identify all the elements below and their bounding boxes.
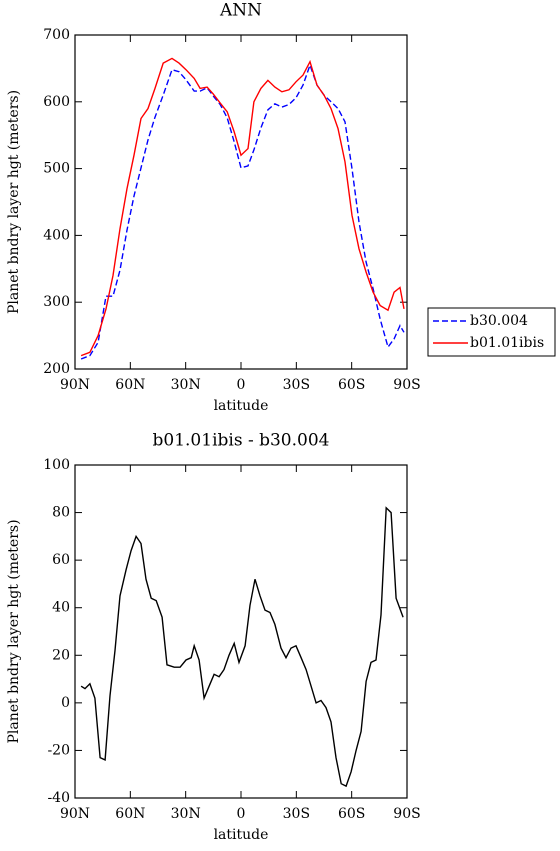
y-axis-label: Planet bndry layer hgt (meters) <box>6 519 22 743</box>
x-tick-label: 60S <box>338 377 365 393</box>
plot-frame <box>74 464 408 799</box>
x-tick-label: 90N <box>60 806 90 822</box>
y-tick-label: 600 <box>43 94 70 110</box>
y-tick-label: 400 <box>43 227 70 243</box>
x-tick-label: 30N <box>171 377 201 393</box>
plot-frame <box>74 34 408 370</box>
x-tick-label: 90S <box>393 806 420 822</box>
x-tick-label: 90N <box>60 377 90 393</box>
x-tick-label: 0 <box>237 377 246 393</box>
data-line <box>80 57 405 357</box>
y-tick-label: 700 <box>43 27 70 43</box>
chart-title: ANN <box>219 1 262 21</box>
x-axis-label: latitude <box>214 827 269 843</box>
x-tick-label: 0 <box>237 806 246 822</box>
x-axis-label: latitude <box>214 398 269 414</box>
y-tick-label: 500 <box>43 161 70 177</box>
y-tick-label: 200 <box>43 361 70 377</box>
y-axis-label: Planet bndry layer hgt (meters) <box>6 90 22 314</box>
y-tick-label: 100 <box>43 457 70 473</box>
x-tick-label: 30S <box>283 377 310 393</box>
y-tick-label: -20 <box>47 742 70 758</box>
x-tick-label: 30S <box>283 806 310 822</box>
data-line <box>80 506 404 788</box>
x-tick-label: 60S <box>338 806 365 822</box>
legend-label: b30.004 <box>470 313 528 329</box>
legend-box <box>427 307 556 357</box>
y-tick-label: 20 <box>52 647 70 663</box>
x-tick-label: 60N <box>115 806 145 822</box>
y-tick-label: 300 <box>43 294 70 310</box>
x-tick-label: 30N <box>171 806 201 822</box>
legend-label: b01.01ibis <box>470 335 544 351</box>
chart-title: b01.01ibis - b30.004 <box>153 431 330 451</box>
y-tick-label: 60 <box>52 552 70 568</box>
y-tick-label: 40 <box>52 600 70 616</box>
data-line <box>80 62 405 360</box>
y-tick-label: 80 <box>52 505 70 521</box>
y-tick-label: -40 <box>47 790 70 806</box>
x-tick-label: 60N <box>115 377 145 393</box>
x-tick-label: 90S <box>393 377 420 393</box>
y-tick-label: 0 <box>61 695 70 711</box>
